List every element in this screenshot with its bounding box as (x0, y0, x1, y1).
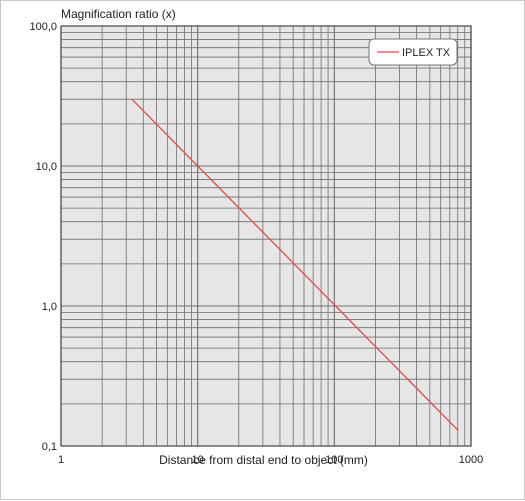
legend-box (368, 38, 458, 66)
y-tick-label: 0,1 (42, 441, 57, 453)
x-tick-label: 100 (325, 454, 343, 466)
y-tick-label: 100,0 (29, 21, 57, 33)
x-axis-label: Distance from distal end to object (mm) (159, 453, 368, 467)
plot-border (60, 25, 472, 447)
legend-label: IPLEX TX (402, 47, 451, 59)
y-axis-label: Magnification ratio (x) (61, 7, 176, 21)
y-tick-label: 1,0 (42, 301, 57, 313)
series-line (131, 98, 459, 431)
x-tick-label: 1 (58, 454, 64, 466)
x-tick-label: 10 (192, 454, 204, 466)
x-tick-label: 1000 (459, 454, 483, 466)
y-tick-label: 10,0 (36, 161, 57, 173)
